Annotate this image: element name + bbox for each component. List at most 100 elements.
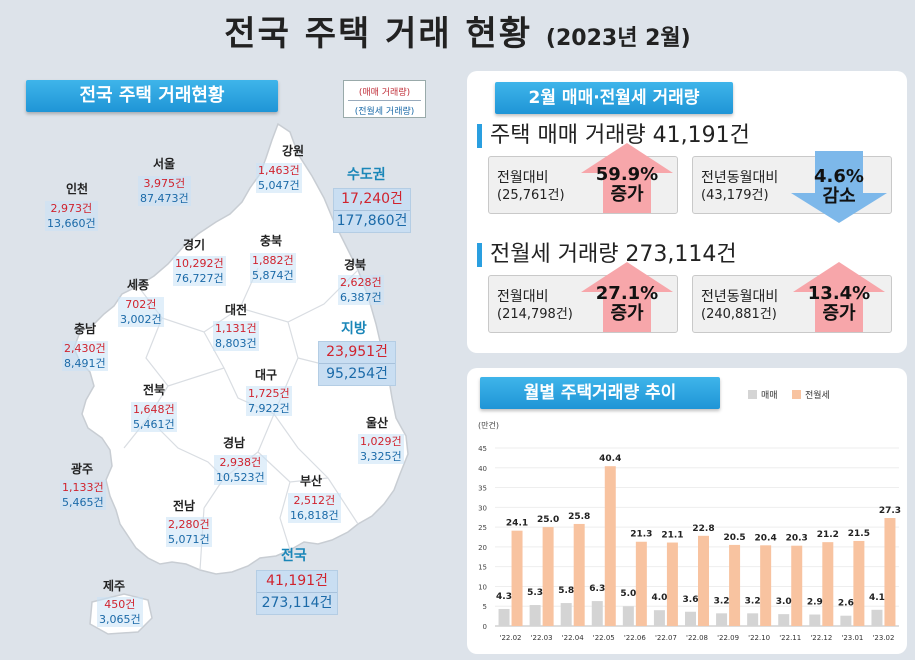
bar-sale bbox=[716, 613, 728, 626]
region-rent: 8,491건 bbox=[64, 357, 106, 370]
rent-mom-pct: 27.1% bbox=[595, 283, 659, 304]
region-name: 대구 bbox=[255, 368, 278, 382]
rent-mom-prev: (214,798건) bbox=[497, 307, 573, 322]
region-values: 2,628건 6,387건 bbox=[338, 275, 384, 305]
data-label-rent: 25.0 bbox=[537, 515, 559, 525]
data-label-sale: 5.8 bbox=[558, 586, 574, 596]
x-tick-label: '22.02 bbox=[500, 634, 522, 642]
y-tick-label: 45 bbox=[478, 445, 487, 453]
bar-rent bbox=[666, 542, 678, 626]
bar-sale bbox=[653, 610, 665, 626]
rent-yoy-box: 전년동월대비 (240,881건) 13.4% 증가 bbox=[692, 262, 892, 333]
bar-sale bbox=[840, 615, 852, 626]
x-tick-label: '22.09 bbox=[717, 634, 739, 642]
chart-ylabel: (만건) bbox=[478, 421, 499, 430]
region-values: 1,648건 5,461건 bbox=[131, 402, 177, 432]
bar-sale bbox=[778, 614, 790, 626]
y-tick-label: 10 bbox=[478, 583, 487, 591]
region-sale: 702건 bbox=[125, 298, 157, 311]
x-tick-label: '22.12 bbox=[810, 634, 832, 642]
x-tick-label: '22.08 bbox=[686, 634, 708, 642]
national-box: 41,191건 273,114건 bbox=[256, 570, 338, 615]
local-area-sale: 23,951건 bbox=[326, 344, 388, 360]
rent-yoy-prev: (240,881건) bbox=[701, 307, 777, 322]
sale-yoy-pct: 4.6% bbox=[814, 166, 864, 187]
region-sale: 10,292건 bbox=[175, 257, 224, 270]
national-sale: 41,191건 bbox=[266, 573, 328, 589]
bar-sale bbox=[529, 605, 541, 626]
data-label-rent: 22.8 bbox=[692, 524, 714, 534]
legend-sale-text: 매매 bbox=[761, 391, 778, 401]
sale-yoy-label: 전년동월대비 bbox=[701, 170, 779, 186]
bar-rent bbox=[604, 466, 616, 626]
region-rent: 5,461건 bbox=[133, 418, 175, 431]
rent-mom-arrow: 27.1% 증가 bbox=[581, 262, 673, 332]
sale-yoy-box: 전년동월대비 (43,179건) 4.6% 감소 bbox=[692, 151, 892, 223]
region-name: 부산 bbox=[300, 474, 323, 488]
data-label-sale: 3.2 bbox=[745, 596, 761, 606]
region-rent: 7,922건 bbox=[248, 402, 290, 415]
sale-mom-arrow: 59.9% 증가 bbox=[581, 143, 673, 213]
data-label-rent: 24.1 bbox=[506, 519, 528, 529]
region-rent: 3,002건 bbox=[120, 313, 162, 326]
region-sale: 450건 bbox=[104, 598, 136, 611]
sale-mom-pct: 59.9% bbox=[595, 164, 659, 185]
data-label-sale: 2.9 bbox=[807, 598, 823, 608]
bar-sale bbox=[809, 614, 821, 626]
region-values: 3,975건 87,473건 bbox=[138, 176, 191, 206]
page-title: 전국 주택 거래 현황 (2023년 2월) bbox=[0, 6, 915, 55]
region-sale: 1,131건 bbox=[215, 322, 257, 335]
region-rent: 3,325건 bbox=[360, 450, 402, 463]
region-values: 450건 3,065건 bbox=[97, 597, 143, 627]
sale-mom-prev: (25,761건) bbox=[497, 188, 565, 203]
region-name: 인천 bbox=[66, 182, 89, 196]
x-tick-label: '22.03 bbox=[531, 634, 553, 642]
sale-yoy-arrow: 4.6% 감소 bbox=[791, 151, 887, 223]
legend-sale: 매매 bbox=[748, 388, 778, 401]
data-label-sale: 3.2 bbox=[714, 596, 730, 606]
arrow-up-icon bbox=[793, 262, 885, 332]
bar-rent bbox=[573, 523, 585, 626]
bar-sale bbox=[498, 608, 510, 626]
region-rent: 5,047건 bbox=[258, 179, 300, 192]
data-label-sale: 5.0 bbox=[620, 589, 636, 599]
x-tick-label: '22.04 bbox=[562, 634, 585, 642]
data-label-sale: 6.3 bbox=[589, 584, 605, 594]
bar-rent bbox=[698, 535, 709, 626]
region-rent: 5,071건 bbox=[168, 533, 210, 546]
region-rent: 3,065건 bbox=[99, 613, 141, 626]
region-sale: 1,648건 bbox=[133, 403, 175, 416]
sale-mom-label: 전월대비 bbox=[497, 170, 549, 186]
legend-rent-swatch bbox=[792, 390, 801, 399]
data-label-sale: 2.6 bbox=[838, 599, 854, 609]
region-values: 1,725건 7,922건 bbox=[246, 386, 292, 416]
bar-sale bbox=[622, 606, 634, 626]
bar-sale bbox=[747, 613, 759, 626]
bar-rent bbox=[884, 518, 896, 626]
local-area-rent: 95,254건 bbox=[319, 363, 395, 385]
region-rent: 87,473건 bbox=[140, 192, 189, 205]
bar-rent bbox=[853, 540, 865, 626]
region-rent: 5,465건 bbox=[62, 496, 104, 509]
region-sale: 2,938건 bbox=[219, 456, 262, 469]
legend-rent-text: 전월세 bbox=[805, 391, 830, 401]
local-area-name: 지방 bbox=[341, 321, 367, 337]
x-tick-label: '22.11 bbox=[779, 634, 801, 642]
region-sale: 1,882건 bbox=[252, 254, 294, 267]
region-sale: 2,973건 bbox=[50, 202, 93, 215]
x-tick-label: '23.01 bbox=[841, 634, 863, 642]
bar-rent bbox=[511, 530, 523, 626]
bar-rent bbox=[542, 527, 554, 626]
data-label-sale: 4.1 bbox=[869, 593, 885, 603]
x-tick-label: '22.05 bbox=[593, 634, 615, 642]
y-tick-label: 0 bbox=[483, 623, 487, 631]
chart-section-ribbon: 월별 주택거래량 추이 bbox=[480, 377, 720, 409]
rent-yoy-label: 전년동월대비 bbox=[701, 289, 779, 305]
region-name: 전북 bbox=[143, 383, 166, 397]
region-name: 강원 bbox=[282, 144, 305, 158]
legend-sale-label: (매매 거래량) bbox=[348, 81, 421, 101]
data-label-rent: 40.4 bbox=[599, 454, 621, 464]
region-values: 702건 3,002건 bbox=[118, 297, 164, 327]
x-tick-label: '22.10 bbox=[748, 634, 770, 642]
legend-rent: 전월세 bbox=[792, 388, 830, 401]
